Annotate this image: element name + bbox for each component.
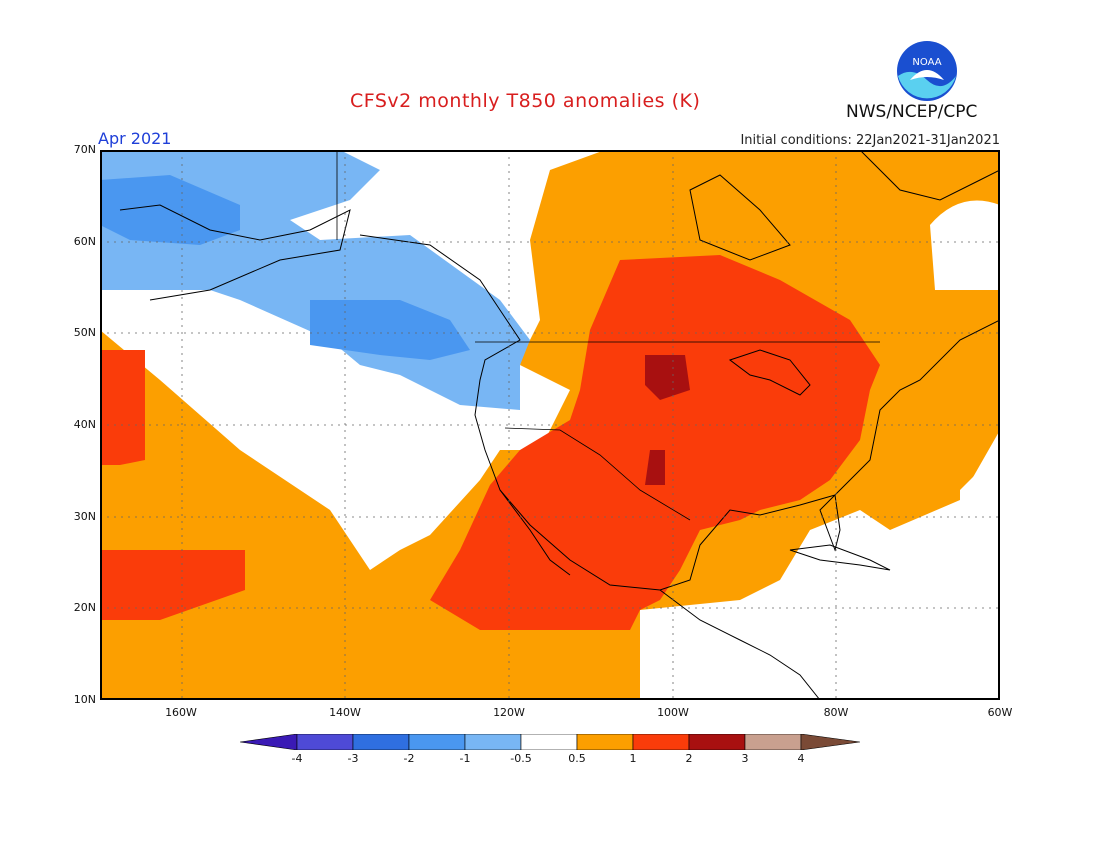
colorbar-label: 1: [629, 752, 637, 765]
coastline-alaska: [119, 204, 351, 301]
colorbar-bin-7: [632, 734, 690, 750]
colorbar-label: 2: [685, 752, 693, 765]
lon-label-140w: 140W: [329, 706, 361, 719]
warm-region-dark-south: [645, 450, 665, 485]
organization-label: NWS/NCEP/CPC: [846, 102, 978, 122]
colorbar-bin-3: [408, 734, 466, 750]
colorbar-bin-1: [296, 734, 354, 750]
lon-label-160w: 160W: [165, 706, 197, 719]
lat-label-70: 70N: [73, 143, 96, 156]
colorbar-bin-4: [464, 734, 522, 750]
lon-label-60w: 60W: [987, 706, 1013, 719]
warm-region-west: [100, 350, 145, 465]
gridlines: [100, 150, 1000, 700]
lon-label-120w: 120W: [493, 706, 525, 719]
lon-label-100w: 100W: [657, 706, 689, 719]
lat-label-60: 60N: [73, 235, 96, 248]
coastline-mexico: [499, 489, 571, 576]
colorbar-bin-8: [688, 734, 746, 750]
neutral-region-tropics: [640, 430, 1000, 700]
colorbar-low-triangle: [240, 734, 298, 750]
noaa-logo-icon: NOAA: [897, 41, 957, 101]
coastline-north-america: [359, 234, 1000, 591]
border-us-mexico: [504, 427, 691, 521]
cool-region-medium-pacific: [310, 300, 470, 360]
forecast-month: Apr 2021: [98, 129, 172, 148]
logo-text: NOAA: [912, 57, 941, 68]
colorbar-high-triangle: [800, 734, 860, 750]
colorbar-bin-6: [576, 734, 634, 750]
colorbar-label: 4: [797, 752, 805, 765]
lat-label-20: 20N: [73, 601, 96, 614]
lat-label-30: 30N: [73, 510, 96, 523]
neutral-region-tropic-east: [960, 450, 1000, 530]
coastline-central-america: [659, 589, 821, 700]
map-title: CFSv2 monthly T850 anomalies (K): [350, 90, 701, 112]
colorbar-label: -4: [291, 752, 303, 765]
warm-region-hawaii: [100, 550, 245, 620]
greenland-coast: [859, 150, 1000, 201]
lon-label-80w: 80W: [823, 706, 849, 719]
colorbar-bin-9: [744, 734, 802, 750]
colorbar-label: 3: [741, 752, 749, 765]
initial-conditions: Initial conditions: 22Jan2021-31Jan2021: [740, 133, 1000, 148]
cuba: [789, 544, 891, 571]
great-lakes: [728, 349, 811, 396]
warm-region-dark-north: [645, 355, 690, 400]
lat-label-40: 40N: [73, 418, 96, 431]
hudson-bay: [689, 174, 791, 261]
lat-label-50: 50N: [73, 326, 96, 339]
colorbar-bin-2: [352, 734, 410, 750]
anomaly-map: [100, 150, 1000, 700]
colorbar-bin-5: [520, 734, 578, 750]
lat-label-10: 10N: [73, 693, 96, 706]
colorbar-label: -1: [459, 752, 471, 765]
colorbar-label: -2: [403, 752, 415, 765]
map-frame: [100, 150, 1000, 700]
colorbar-label: -3: [347, 752, 359, 765]
colorbar-label: 0.5: [568, 752, 586, 765]
colorbar: [240, 734, 860, 750]
colorbar-label: -0.5: [510, 752, 532, 765]
